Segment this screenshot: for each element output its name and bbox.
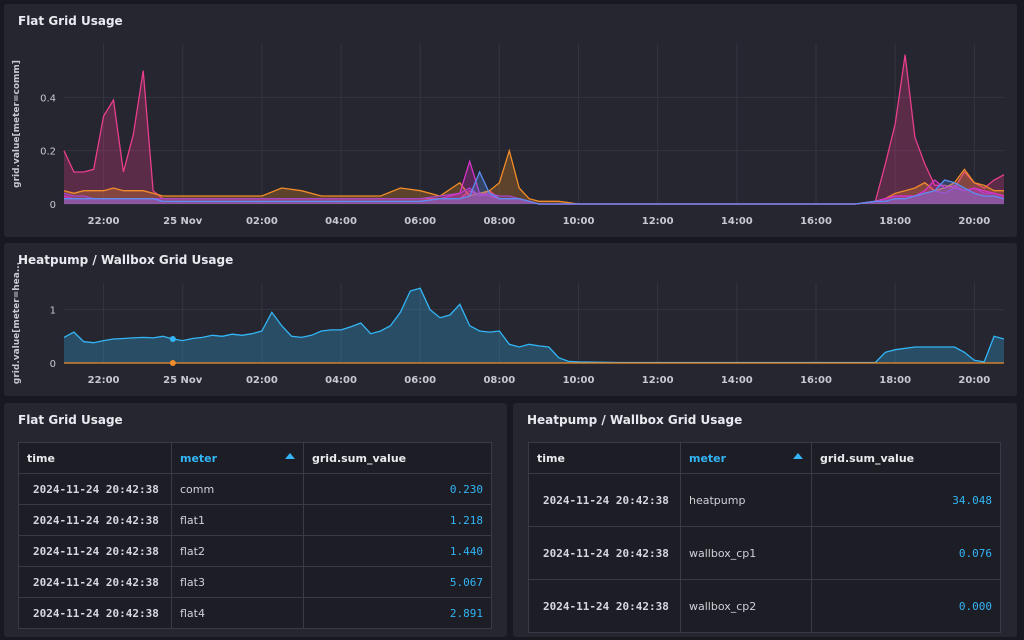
heatpump-wallbox-chart[interactable]: 1 0 22:00 25 Nov 02:00 04:00 06:00 08:00 10:00 12… bbox=[4, 243, 1017, 396]
y-axis-label: grid.value[meter=comm] bbox=[12, 60, 22, 188]
meter-cell: wallbox_cp2 bbox=[680, 579, 812, 633]
x-tick-label: 25 Nov bbox=[163, 375, 203, 386]
value-cell: 0.230 bbox=[303, 473, 492, 505]
sort-ascending-icon bbox=[285, 453, 295, 459]
time-cell: 2024-11-24 20:42:38 bbox=[18, 473, 172, 505]
hover-marker bbox=[169, 336, 176, 342]
table-row: 2024-11-24 20:42:38 comm 0.230 bbox=[18, 473, 492, 505]
column-header-meter-label: meter bbox=[180, 451, 218, 465]
x-tick-label: 06:00 bbox=[404, 216, 436, 227]
series-area-4 bbox=[64, 172, 1004, 204]
series-area-3 bbox=[64, 161, 1004, 204]
flat-grid-usage-table: time meter grid.sum_value 2024-11-24 20:… bbox=[18, 442, 492, 629]
x-tick-label: 02:00 bbox=[246, 375, 278, 386]
value-cell: 2.891 bbox=[303, 597, 492, 629]
x-tick-label: 22:00 bbox=[88, 216, 120, 227]
value-cell: 0.076 bbox=[811, 526, 1001, 580]
x-tick-label: 18:00 bbox=[879, 216, 911, 227]
column-header-time[interactable]: time bbox=[18, 442, 172, 474]
flat-grid-usage-chart[interactable]: 0.4 0.2 0 22:00 25 Nov 02:00 04:00 06:00 08:00 10… bbox=[4, 4, 1017, 237]
column-header-meter[interactable]: meter bbox=[171, 442, 304, 474]
meter-cell: flat2 bbox=[171, 535, 304, 567]
series-area-2 bbox=[64, 188, 1004, 204]
x-tick-label: 20:00 bbox=[958, 216, 990, 227]
column-header-meter-label: meter bbox=[689, 451, 727, 465]
x-tick-label: 06:00 bbox=[404, 375, 436, 386]
x-tick-label: 16:00 bbox=[800, 375, 832, 386]
y-tick-label: 0.4 bbox=[40, 93, 56, 104]
y-tick-label: 0 bbox=[50, 200, 56, 211]
meter-cell: flat1 bbox=[171, 504, 304, 536]
x-tick-label: 20:00 bbox=[958, 375, 990, 386]
panel-title: Heatpump / Wallbox Grid Usage bbox=[18, 253, 234, 267]
x-tick-label: 08:00 bbox=[483, 216, 515, 227]
series-area-0 bbox=[64, 54, 1004, 205]
meter-cell: wallbox_cp1 bbox=[680, 526, 812, 580]
value-cell: 1.218 bbox=[303, 504, 492, 536]
x-tick-label: 25 Nov bbox=[163, 216, 203, 227]
x-tick-label: 12:00 bbox=[642, 216, 674, 227]
table-row: 2024-11-24 20:42:38 wallbox_cp1 0.076 bbox=[528, 526, 1001, 580]
meter-cell: flat4 bbox=[171, 597, 304, 629]
time-cell: 2024-11-24 20:42:38 bbox=[18, 504, 172, 536]
column-header-time[interactable]: time bbox=[528, 442, 681, 474]
panel-title: Heatpump / Wallbox Grid Usage bbox=[527, 413, 743, 427]
x-tick-label: 08:00 bbox=[483, 375, 515, 386]
meter-cell: heatpump bbox=[680, 473, 812, 527]
x-tick-label: 22:00 bbox=[88, 375, 120, 386]
sort-ascending-icon bbox=[793, 453, 803, 459]
time-cell: 2024-11-24 20:42:38 bbox=[528, 526, 681, 580]
x-tick-label: 04:00 bbox=[325, 216, 357, 227]
x-tick-label: 16:00 bbox=[800, 216, 832, 227]
y-tick-label: 0 bbox=[50, 359, 56, 370]
x-tick-label: 10:00 bbox=[563, 375, 595, 386]
column-header-meter[interactable]: meter bbox=[680, 442, 812, 474]
table-row: 2024-11-24 20:42:38 wallbox_cp2 0.000 bbox=[528, 579, 1001, 633]
x-tick-label: 18:00 bbox=[879, 375, 911, 386]
x-tick-label: 12:00 bbox=[642, 375, 674, 386]
hover-marker bbox=[169, 360, 176, 366]
flat-grid-usage-chart-panel: Flat Grid Usage 0.4 0.2 0 22:00 25 Nov 02:00 0… bbox=[4, 4, 1017, 237]
y-tick-label: 1 bbox=[50, 306, 56, 317]
y-tick-label: 0.2 bbox=[40, 147, 56, 158]
meter-cell: comm bbox=[171, 473, 304, 505]
series-line-4[interactable] bbox=[64, 170, 1005, 205]
meter-cell: flat3 bbox=[171, 566, 304, 598]
series-area-0 bbox=[64, 288, 1004, 363]
value-cell: 0.000 bbox=[811, 579, 1001, 633]
x-tick-label: 04:00 bbox=[325, 375, 357, 386]
table-row: 2024-11-24 20:42:38 heatpump 34.048 bbox=[528, 473, 1001, 527]
table-row: 2024-11-24 20:42:38 flat1 1.218 bbox=[18, 504, 492, 536]
panel-title: Flat Grid Usage bbox=[18, 14, 123, 28]
table-row: 2024-11-24 20:42:38 flat2 1.440 bbox=[18, 535, 492, 567]
heatpump-wallbox-chart-panel: Heatpump / Wallbox Grid Usage 1 0 22:00 25 … bbox=[4, 243, 1017, 396]
series-line-0[interactable] bbox=[63, 54, 1005, 205]
heatpump-wallbox-table: time meter grid.sum_value 2024-11-24 20:… bbox=[528, 442, 1001, 633]
x-tick-label: 02:00 bbox=[246, 216, 278, 227]
y-axis-label: grid.value[meter=hea... bbox=[12, 262, 22, 384]
time-cell: 2024-11-24 20:42:38 bbox=[18, 535, 172, 567]
table-row: 2024-11-24 20:42:38 flat4 2.891 bbox=[18, 597, 492, 629]
time-cell: 2024-11-24 20:42:38 bbox=[528, 579, 681, 633]
x-tick-label: 10:00 bbox=[563, 216, 595, 227]
time-cell: 2024-11-24 20:42:38 bbox=[528, 473, 681, 527]
panel-title: Flat Grid Usage bbox=[18, 413, 123, 427]
time-cell: 2024-11-24 20:42:38 bbox=[18, 597, 172, 629]
value-cell: 5.067 bbox=[303, 566, 492, 598]
x-tick-label: 14:00 bbox=[721, 216, 753, 227]
column-header-value[interactable]: grid.sum_value bbox=[811, 442, 1001, 474]
table-row: 2024-11-24 20:42:38 flat3 5.067 bbox=[18, 566, 492, 598]
value-cell: 1.440 bbox=[303, 535, 492, 567]
series-line-1[interactable] bbox=[63, 148, 1004, 205]
time-cell: 2024-11-24 20:42:38 bbox=[18, 566, 172, 598]
x-tick-label: 14:00 bbox=[721, 375, 753, 386]
value-cell: 34.048 bbox=[811, 473, 1001, 527]
column-header-value[interactable]: grid.sum_value bbox=[303, 442, 492, 474]
